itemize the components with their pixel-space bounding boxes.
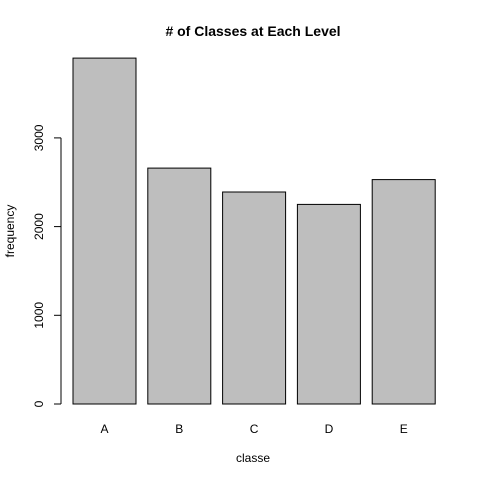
y-tick-label-1000: 1000 [32,302,46,329]
bar-b [147,167,212,405]
x-axis-label: classe [236,451,270,465]
bar-d [296,203,361,405]
y-axis: 0 1000 2000 3000 [32,124,62,407]
y-tick-label-2000: 2000 [32,213,46,240]
y-tick-label-3000: 3000 [32,124,46,151]
x-tick-label-a: A [100,422,108,436]
x-tick-label-b: B [175,422,183,436]
x-tick-labels: A B C D E [100,422,407,436]
bar-c [222,191,287,405]
x-tick-label-e: E [400,422,408,436]
bar-a [72,57,137,405]
y-tick-label-0: 0 [32,400,46,407]
x-tick-label-d: D [325,422,334,436]
chart-title: # of Classes at Each Level [165,23,340,39]
y-axis-label: frequency [3,205,17,258]
bar-e [371,179,436,405]
x-tick-label-c: C [250,422,259,436]
bars-group [72,57,436,405]
